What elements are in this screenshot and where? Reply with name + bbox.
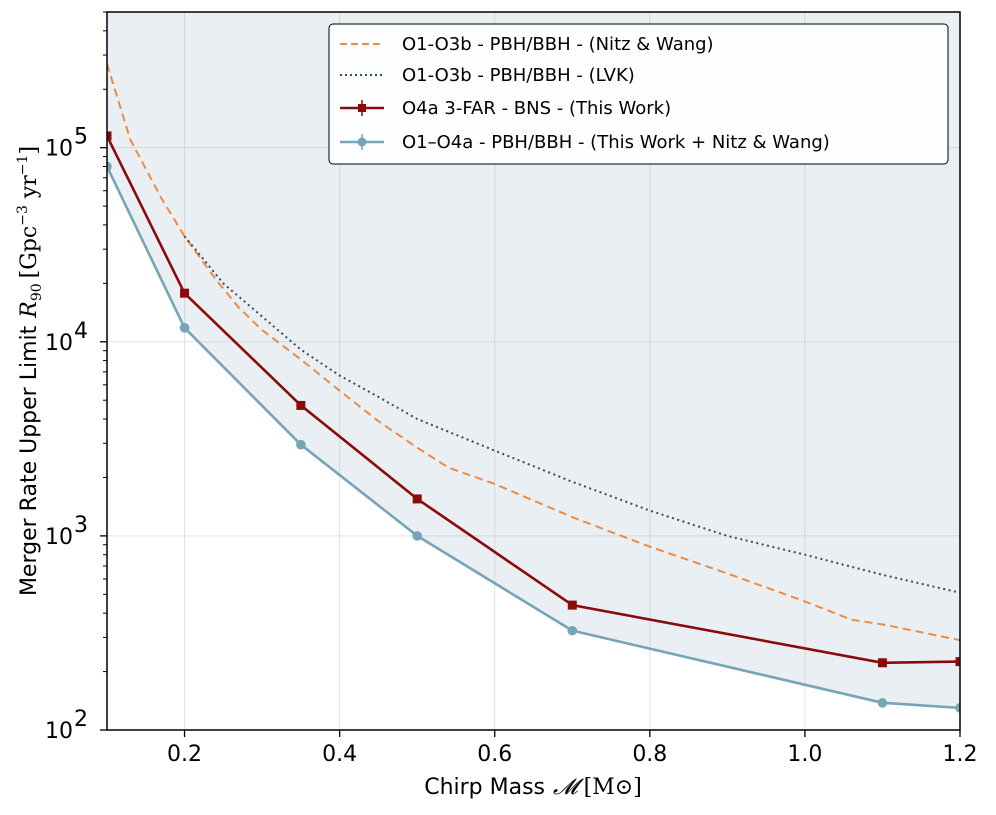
x-axis-label-unit: [M⊙] [584,775,642,800]
y-axis-label-symbol-sub: 90 [29,283,45,301]
data-point-square [955,657,960,667]
legend-label: O4a 3-FAR - BNS - (This Work) [402,98,671,119]
legend-item-lvk: O1-O3b - PBH/BBH - (LVK) [340,65,635,86]
y-tick-label: 10 [45,525,73,550]
y-tick-label-base: 10 [45,719,73,744]
y-axis-label-unit-open: [Gpc [17,226,42,279]
x-axis-label: Chirp Mass 𝓜 [M⊙] [424,775,642,800]
plot-frame [106,11,961,731]
legend-swatch-square-marker [358,104,366,112]
data-point-square [180,288,190,298]
legend-label: O1–O4a - PBH/BBH - (This Work + Nitz & W… [402,132,830,153]
data-point-square [107,131,112,141]
y-tick-label-exponent: 3 [74,513,88,538]
x-tick-label: 0.4 [322,742,357,767]
data-point-circle [412,531,422,541]
data-point-square [567,600,577,610]
y-tick-label: 10 [45,137,73,162]
y-tick-label-base: 10 [45,331,73,356]
x-tick-label: 1.2 [943,742,978,767]
y-tick-label-exponent: 2 [74,707,88,732]
x-axis-label-symbol: 𝓜 [553,775,584,800]
y-tick-label: 10 [45,331,73,356]
data-point-square [877,658,887,668]
x-tick-label: 0.2 [167,742,202,767]
series-line-0 [107,63,960,642]
x-axis-label-text: Chirp Mass [424,775,545,800]
data-point-circle [567,625,578,636]
legend: O1-O3b - PBH/BBH - (Nitz & Wang) O1-O3b … [328,23,949,165]
y-tick-label-base: 10 [45,137,73,162]
x-tick-label: 0.6 [477,742,512,767]
x-tick-label: 0.8 [632,742,667,767]
excluded-region [107,12,960,708]
y-tick-label-exponent: 4 [74,319,88,344]
y-axis-label: Merger Rate Upper Limit R90 [Gpc−3 yr−1] [15,146,45,596]
data-point-circle [877,698,888,708]
y-axis-label-unit-mid: yr [17,175,42,205]
legend-item-o1-o4a: O1–O4a - PBH/BBH - (This Work + Nitz & W… [340,132,830,153]
legend-item-nitz-wang: O1-O3b - PBH/BBH - (Nitz & Wang) [340,34,714,55]
legend-label: O1-O3b - PBH/BBH - (LVK) [402,65,635,86]
data-point-circle [179,323,190,333]
y-tick-label: 10 [45,719,73,744]
y-axis-label-text: Merger Rate Upper Limit [17,325,42,596]
data-point-circle [955,703,960,713]
y-tick-label-base: 10 [45,525,73,550]
y-tick-label-exponent: 5 [74,125,88,150]
data-point-circle [296,439,306,450]
data-point-square [412,494,422,504]
data-point-circle [107,161,112,172]
y-axis-label-unit-exp1: −3 [15,205,31,226]
y-axis-label-symbol: R [17,301,42,319]
data-point-square [296,400,306,410]
y-axis-label-unit-close: ] [17,146,42,155]
legend-swatch-circle-marker [357,137,367,147]
legend-label: O1-O3b - PBH/BBH - (Nitz & Wang) [402,34,714,55]
x-tick-label: 1.0 [787,742,822,767]
y-axis-label-unit-exp2: −1 [15,155,31,176]
legend-item-o4a-bns: O4a 3-FAR - BNS - (This Work) [340,98,671,119]
legend-box [328,23,949,165]
